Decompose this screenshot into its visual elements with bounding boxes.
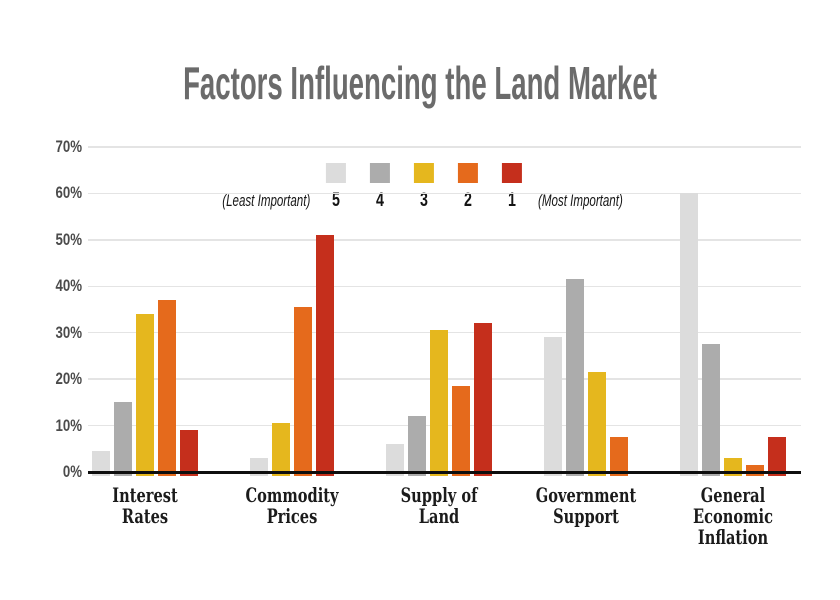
- y-axis-tick-label-0%: 0%: [62, 462, 82, 481]
- gridline-70%: [88, 146, 801, 148]
- gridline-60%: [88, 192, 801, 195]
- legend-swatch-rank-4: [370, 163, 391, 183]
- y-axis-tick-label-30%: 30%: [55, 322, 82, 342]
- category-label-line: General: [700, 483, 766, 507]
- bar-interest-rates-rank-2: [158, 300, 176, 476]
- bar-supply-of-land-rank-3: [430, 330, 448, 476]
- bar-supply-of-land-rank-5: [386, 444, 404, 476]
- legend-rank-label-4: 4: [376, 190, 385, 211]
- legend-swatch-rank-3: [414, 163, 435, 183]
- bar-government-support-rank-3: [588, 372, 606, 476]
- category-label-government-support: Government Support: [520, 485, 651, 527]
- category-label-line: Rates: [121, 504, 169, 528]
- bar-general-economic-inflation-rank-2: [746, 465, 764, 476]
- legend-swatch-rank-1: [502, 163, 523, 183]
- category-label-line: Inflation: [697, 525, 769, 549]
- bar-general-economic-inflation-rank-1: [768, 437, 786, 476]
- gridline-50%: [88, 239, 801, 241]
- category-label-line: Supply of: [400, 483, 478, 507]
- bar-government-support-rank-4: [566, 279, 584, 476]
- legend-rank-label-3: 3: [420, 190, 429, 211]
- y-axis-tick-label-40%: 40%: [55, 276, 82, 296]
- bar-interest-rates-rank-5: [92, 451, 110, 476]
- category-label-line: Economic: [692, 504, 774, 528]
- category-label-line: Interest: [112, 483, 178, 507]
- legend-swatch-rank-2: [458, 163, 479, 183]
- category-label-supply-of-land: Supply of Land: [373, 485, 504, 527]
- bar-supply-of-land-rank-1: [474, 323, 492, 476]
- bar-government-support-rank-2: [610, 437, 628, 476]
- category-label-line: Support: [553, 504, 619, 528]
- y-axis-tick-label-70%: 70%: [55, 137, 82, 156]
- category-label-interest-rates: Interest Rates: [79, 485, 210, 527]
- bar-commodity-prices-rank-1: [316, 235, 334, 476]
- legend-rank-label-5: 5: [332, 190, 341, 211]
- bar-supply-of-land-rank-4: [408, 416, 426, 476]
- x-axis-line: [88, 471, 801, 474]
- y-axis-tick-label-50%: 50%: [55, 229, 82, 249]
- bar-interest-rates-rank-1: [180, 430, 198, 476]
- category-label-general-economic-inflation: General Economic Inflation: [667, 485, 798, 548]
- gridline-40%: [88, 285, 801, 288]
- y-axis-tick-label-60%: 60%: [55, 183, 82, 203]
- category-label-line: Government: [535, 483, 637, 507]
- category-label-line: Commodity: [245, 483, 339, 507]
- legend-rank-label-1: 1: [508, 190, 517, 211]
- bar-supply-of-land-rank-2: [452, 386, 470, 476]
- legend-swatch-rank-5: [326, 163, 347, 183]
- category-label-commodity-prices: Commodity Prices: [226, 485, 357, 527]
- bar-general-economic-inflation-rank-5: [680, 193, 698, 476]
- legend-most-important-label: (Most Important): [538, 191, 624, 210]
- category-label-line: Land: [418, 504, 460, 528]
- legend-least-important-label: (Least Important): [222, 191, 311, 210]
- bar-commodity-prices-rank-2: [294, 307, 312, 476]
- bar-government-support-rank-5: [544, 337, 562, 476]
- category-label-line: Prices: [266, 504, 318, 528]
- chart-title: Factors Influencing the Land Market: [183, 57, 657, 109]
- bar-commodity-prices-rank-3: [272, 423, 290, 476]
- y-axis-tick-label-10%: 10%: [55, 415, 82, 435]
- bar-interest-rates-rank-3: [136, 314, 154, 476]
- legend: (Least Important) (Most Important) 5 4 3 2 1: [179, 163, 665, 211]
- legend-rank-label-2: 2: [464, 190, 473, 211]
- bar-general-economic-inflation-rank-4: [702, 344, 720, 476]
- bar-interest-rates-rank-4: [114, 402, 132, 476]
- y-axis-tick-label-20%: 20%: [55, 369, 82, 389]
